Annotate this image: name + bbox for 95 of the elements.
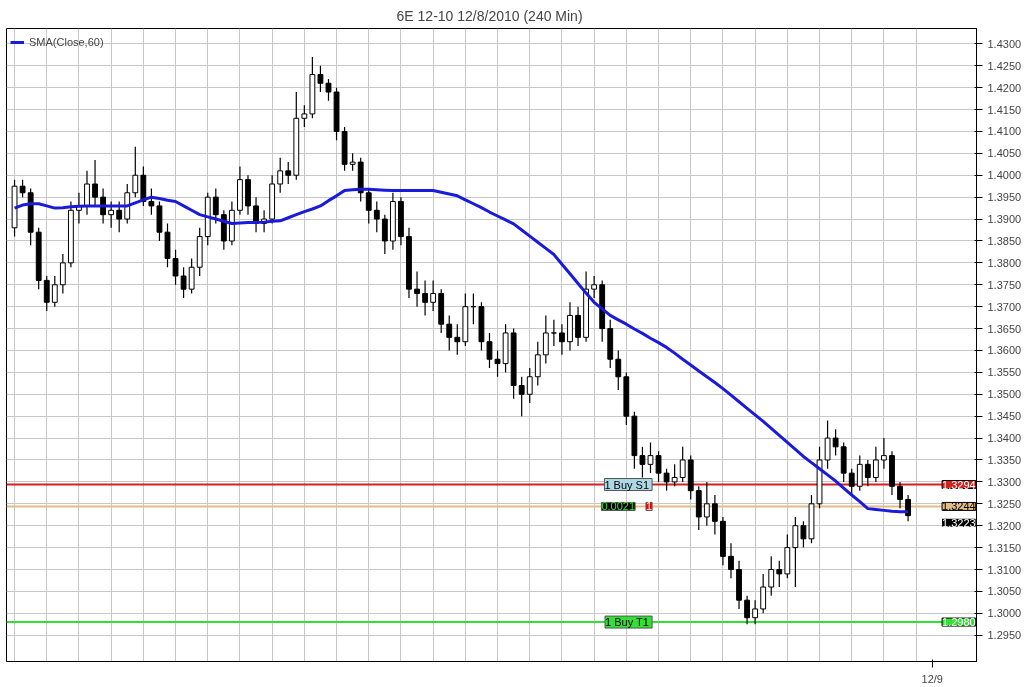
legend-label: SMA(Close,60) — [29, 36, 104, 48]
candlestick — [760, 573, 767, 614]
candlestick — [768, 555, 775, 597]
candlestick — [526, 367, 533, 404]
y-tick-label: 1.3800 — [987, 256, 1022, 269]
candlestick — [776, 560, 783, 588]
candlestick — [285, 161, 292, 185]
candlestick — [679, 446, 686, 483]
candlestick — [59, 253, 66, 295]
candlestick — [728, 542, 734, 579]
y-tick-label: 1.3500 — [987, 388, 1022, 401]
y-tick-label: 1.3950 — [987, 191, 1022, 204]
candlestick — [881, 437, 887, 470]
candlestick — [422, 279, 428, 317]
candlestick — [518, 376, 525, 417]
candlestick — [414, 271, 420, 308]
candlestick — [792, 516, 799, 588]
y-tick-label: 1.3600 — [987, 344, 1022, 357]
candlestick — [752, 599, 759, 625]
candlestick — [639, 446, 646, 479]
annotation: 1 Buy S1 — [604, 478, 650, 491]
x-tick-label: 12/9 — [921, 672, 943, 685]
candlestick — [212, 187, 219, 225]
y-tick-label: 1.4300 — [987, 37, 1022, 50]
annotation: 1 — [645, 500, 653, 513]
candlestick — [430, 279, 437, 312]
y-tick-label: 1.3100 — [987, 563, 1022, 576]
candlestick — [277, 157, 284, 194]
y-tick-label: 1.3050 — [987, 585, 1022, 598]
candlestick — [615, 349, 622, 391]
candlestick — [848, 468, 855, 496]
candlestick — [148, 187, 155, 216]
candlestick — [51, 275, 58, 308]
y-tick-label: 1.3300 — [987, 475, 1022, 488]
candlestick — [446, 314, 453, 352]
y-tick-label: 1.4100 — [987, 125, 1022, 138]
candlestick — [550, 319, 557, 347]
y-tick-label: 1.3700 — [987, 300, 1022, 313]
candlestick — [824, 419, 831, 470]
text: 1.3223 — [942, 516, 976, 529]
candlestick — [301, 104, 308, 128]
candlestick — [132, 146, 139, 198]
candlestick — [542, 314, 549, 365]
candlestick — [591, 275, 598, 299]
candlestick — [84, 170, 90, 216]
candlestick — [800, 520, 807, 549]
candlestick — [663, 468, 670, 492]
y-tick-label: 1.3150 — [987, 541, 1022, 554]
chart-title: 6E 12-10 12/8/2010 (240 Min) — [396, 7, 583, 24]
candlestick — [381, 214, 388, 255]
candlestick — [188, 257, 195, 295]
y-tick-label: 1.3250 — [987, 497, 1022, 510]
candlestick — [43, 275, 50, 312]
candlestick — [559, 323, 565, 356]
candlestick — [711, 494, 718, 536]
candlestick — [454, 323, 461, 356]
candlestick — [856, 455, 863, 492]
y-tick-label: 1.4200 — [987, 81, 1022, 94]
y-tick-label: 1.3400 — [987, 432, 1022, 445]
candlestick — [325, 78, 332, 102]
y-tick-label: 1.3550 — [987, 366, 1022, 379]
y-tick-label: 1.3350 — [987, 453, 1022, 466]
y-tick-label: 1.4250 — [987, 59, 1022, 72]
y-tick-label: 1.3650 — [987, 322, 1022, 335]
y-tick-label: 1.4050 — [987, 147, 1022, 160]
candlestick — [108, 200, 115, 229]
candlestick — [575, 306, 581, 347]
candlestick — [897, 481, 903, 509]
annotation: 1 Buy T1 — [605, 616, 649, 629]
candlestick — [534, 341, 541, 387]
candlestick — [744, 595, 750, 625]
y-tick-label: 1.3750 — [987, 278, 1022, 291]
candlestick — [373, 200, 380, 233]
annotation: 0.0021 — [601, 500, 636, 513]
candlestick — [864, 459, 871, 487]
candlestick — [116, 200, 123, 233]
y-tick-label: 1.3000 — [987, 607, 1022, 620]
candlestick — [703, 481, 710, 527]
candlestick — [494, 349, 501, 378]
y-tick-label: 1.3450 — [987, 410, 1022, 423]
candlestick — [486, 332, 493, 369]
y-tick-label: 1.2950 — [987, 629, 1022, 642]
candlestick — [180, 266, 187, 299]
candlestick — [905, 494, 911, 522]
y-tick-label: 1.4150 — [987, 103, 1022, 116]
y-tick-label: 1.3850 — [987, 234, 1022, 247]
candlestick — [92, 159, 98, 207]
candlestick — [671, 463, 678, 487]
candlestick — [872, 446, 879, 483]
y-tick-label: 1.3200 — [987, 519, 1022, 532]
candlestick — [317, 65, 324, 93]
ref-line-label: 1.2980 — [942, 616, 976, 629]
y-tick-label: 1.4000 — [987, 169, 1022, 182]
y-tick-label: 1.3900 — [987, 213, 1022, 226]
candlestick — [832, 428, 839, 457]
